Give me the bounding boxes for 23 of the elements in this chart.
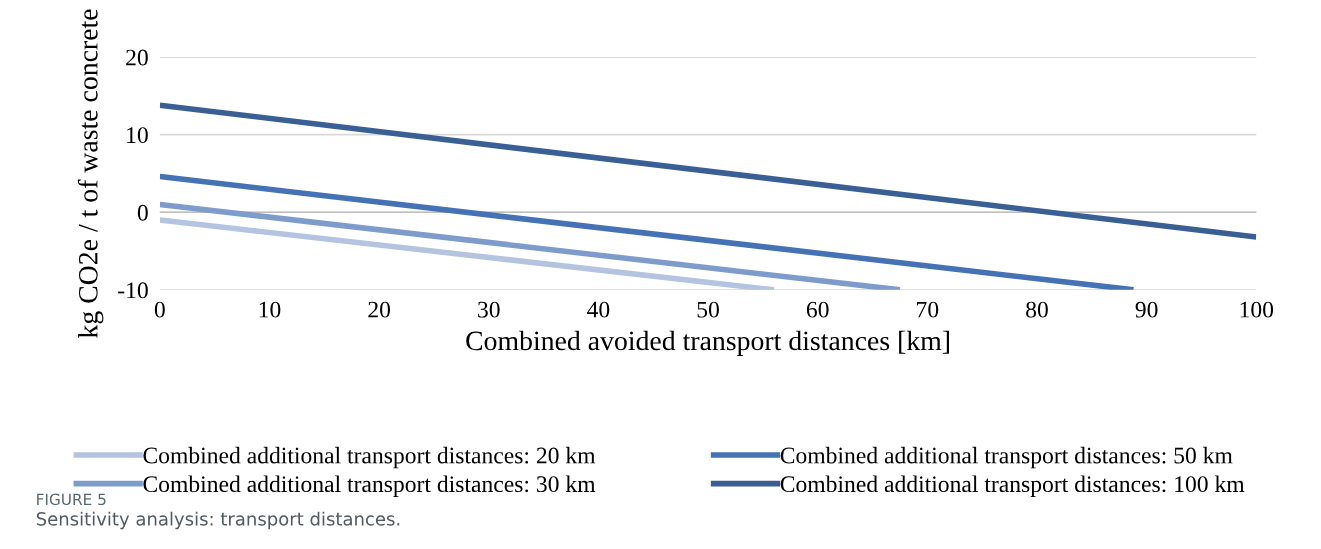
legend-label: Combined additional transport distances: 20 km xyxy=(143,446,596,469)
x-tick-label: 60 xyxy=(806,301,829,318)
x-tick-label: 30 xyxy=(478,301,500,318)
x-tick-label: 70 xyxy=(917,301,939,318)
x-tick-label: 100 xyxy=(1240,301,1274,318)
y-axis-title: kg CO2e / t of waste concrete xyxy=(77,9,104,339)
legend-label: Combined additional transport distances: 30 km xyxy=(143,475,596,497)
x-tick-label: 90 xyxy=(1135,301,1158,318)
x-tick-label: 50 xyxy=(697,301,719,318)
text: Sensitivity analysis: transport distances. xyxy=(36,511,400,530)
x-tick-label: 20 xyxy=(368,301,391,318)
y-tick-label: -10 xyxy=(118,282,148,299)
y-tick-label: 20 xyxy=(126,49,148,66)
y-tick-label: 0 xyxy=(137,204,148,221)
legend-label: Combined additional transport distances: 100 km xyxy=(780,475,1245,497)
x-axis-title: Combined avoided transport distances [km] xyxy=(466,330,949,356)
x-tick-label: 80 xyxy=(1026,301,1048,318)
x-tick-label: 40 xyxy=(587,301,610,318)
legend-label: Combined additional transport distances: 50 km xyxy=(780,446,1233,469)
y-tick-label: 10 xyxy=(127,127,148,144)
x-tick-label: 10 xyxy=(259,301,281,318)
x-tick-label: 0 xyxy=(154,301,165,318)
caption: FIGURE 5 xyxy=(37,493,106,506)
